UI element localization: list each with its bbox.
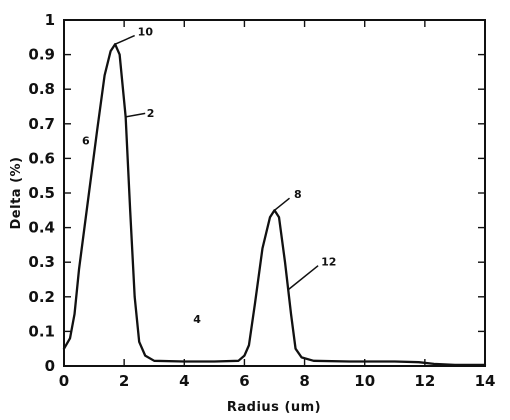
y-tick-label-0.3: 0.3 [28, 253, 55, 271]
y-tick-label-0.1: 0.1 [28, 322, 55, 340]
y-tick-label-0.6: 0.6 [28, 149, 55, 167]
x-tick-label-6: 6 [239, 372, 249, 390]
x-tick-label-10: 10 [354, 372, 375, 390]
label-2: 2 [147, 107, 155, 120]
label-8: 8 [294, 188, 302, 201]
label-12: 12 [321, 256, 336, 269]
y-tick-label-0.5: 0.5 [28, 184, 55, 202]
y-tick-label-1: 1 [45, 11, 55, 29]
x-axis-label: Radius (um) [227, 400, 321, 415]
y-tick-label-0.8: 0.8 [28, 80, 55, 98]
x-tick-label-0: 0 [59, 372, 69, 390]
x-tick-label-8: 8 [299, 372, 309, 390]
y-tick-label-0.2: 0.2 [28, 288, 55, 306]
y-tick-label-0.7: 0.7 [28, 115, 55, 133]
plot-frame [64, 20, 485, 366]
label-4: 4 [193, 313, 201, 326]
x-tick-label-4: 4 [179, 372, 189, 390]
y-axis-label: Delta (%) [9, 157, 24, 230]
y-tick-label-0.9: 0.9 [28, 46, 55, 64]
y-tick-label-0: 0 [45, 357, 55, 375]
x-tick-label-14: 14 [475, 372, 496, 390]
label-6: 6 [82, 135, 90, 148]
x-tick-label-12: 12 [414, 372, 435, 390]
x-tick-label-2: 2 [119, 372, 129, 390]
y-tick-label-0.4: 0.4 [28, 219, 55, 237]
label-10: 10 [138, 26, 154, 39]
